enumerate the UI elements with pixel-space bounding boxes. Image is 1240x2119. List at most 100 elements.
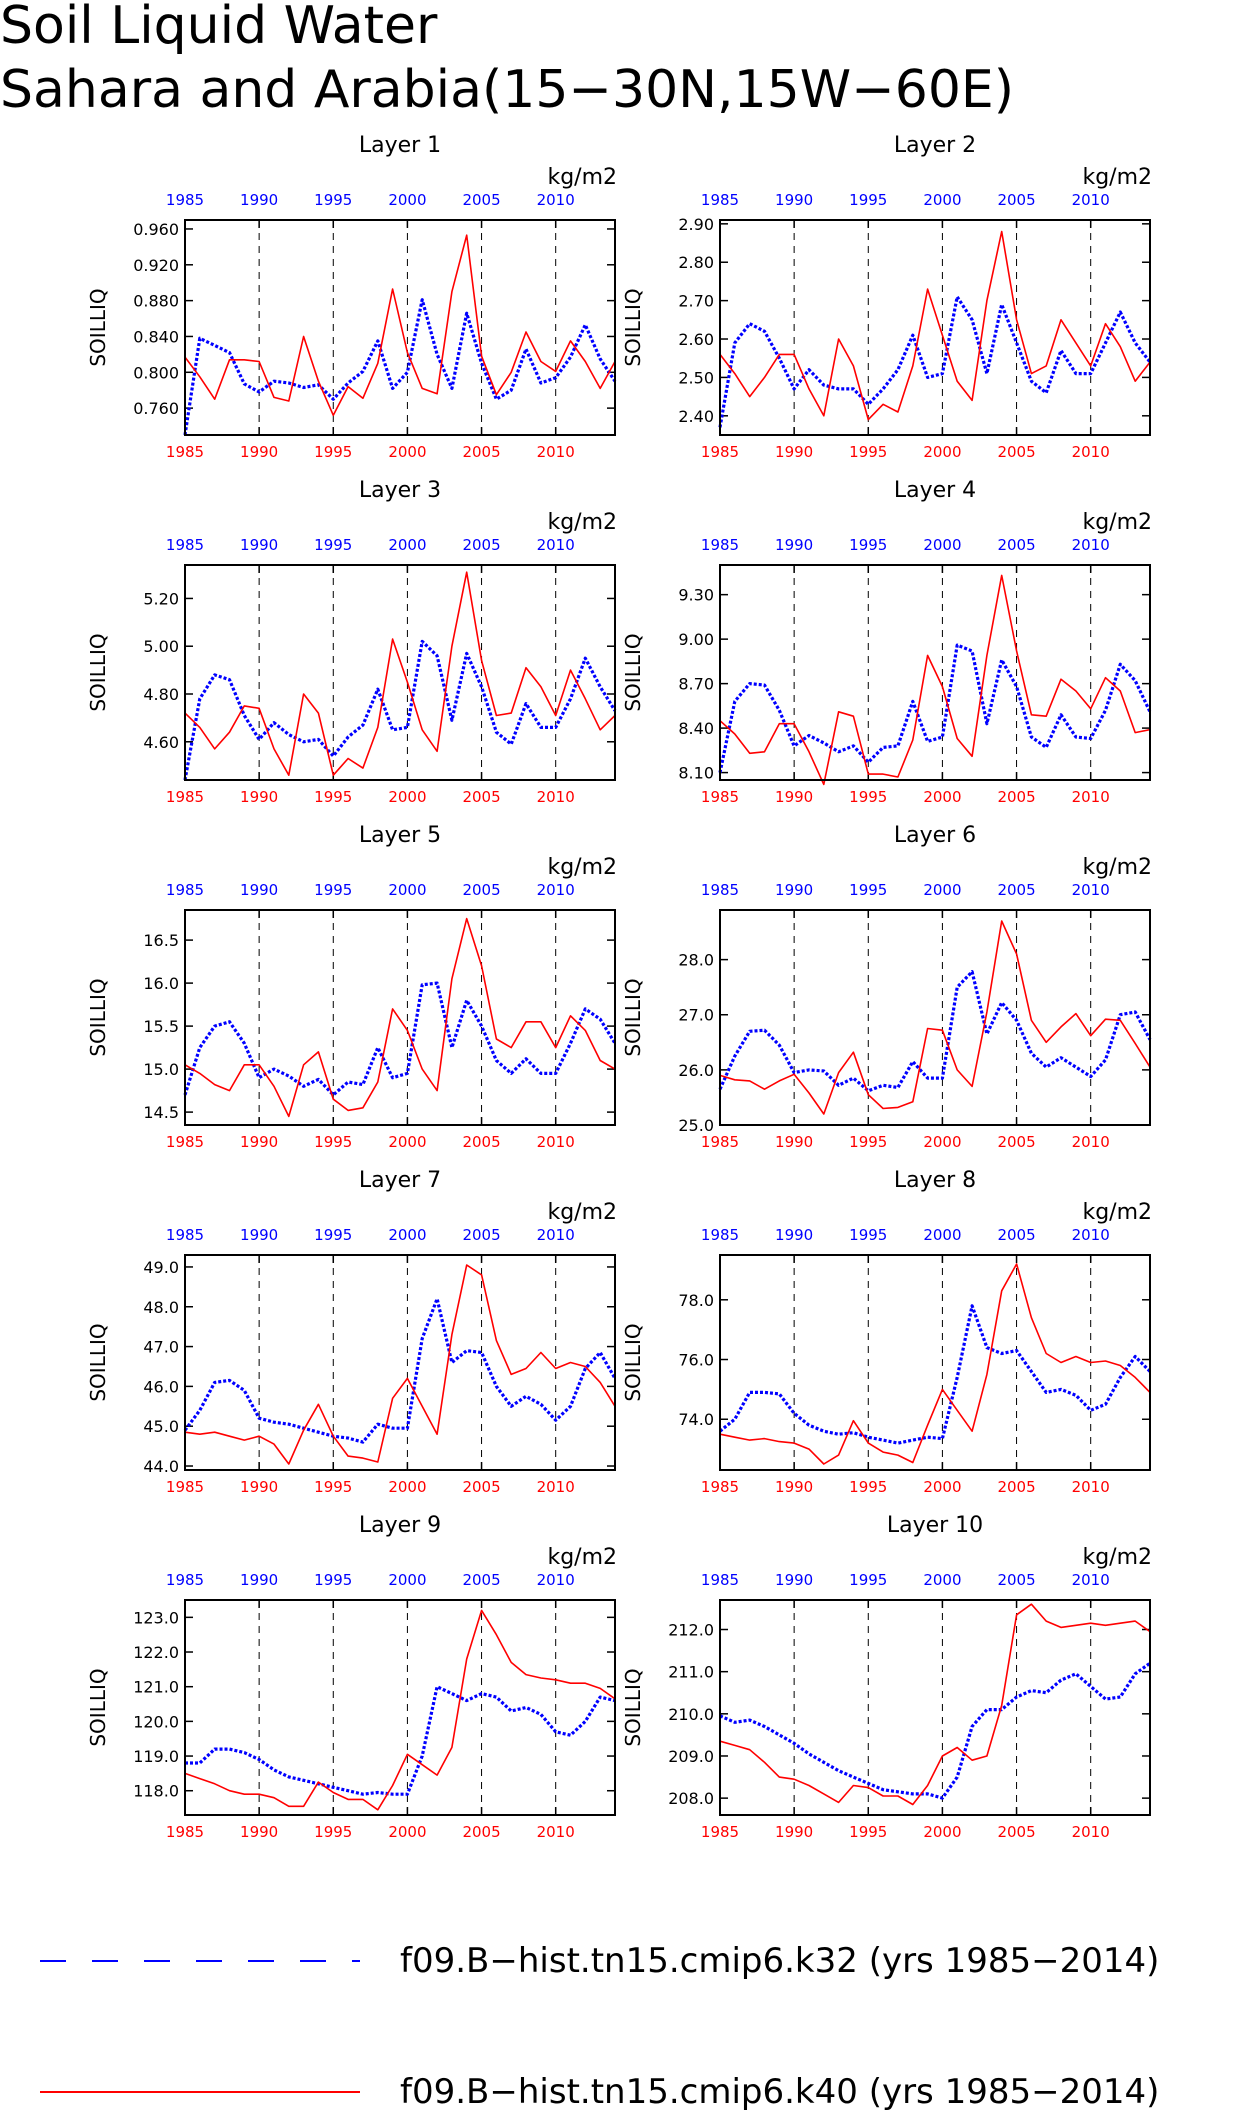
bottom-x-tick-label: 2000 <box>388 1823 426 1841</box>
y-tick-label: 0.920 <box>133 256 179 275</box>
top-x-tick-label: 1990 <box>240 881 278 899</box>
series-line-k32 <box>185 1685 616 1796</box>
bottom-x-tick-label: 1990 <box>240 1823 278 1841</box>
bottom-x-tick-label: 2005 <box>462 788 500 806</box>
bottom-x-tick-label: 1990 <box>775 1133 813 1151</box>
bottom-x-tick-label: 2005 <box>997 1478 1035 1496</box>
y-tick-label: 8.40 <box>678 719 714 738</box>
top-x-tick-label: 1995 <box>314 1226 352 1244</box>
y-tick-label: 210.0 <box>668 1705 714 1724</box>
bottom-x-tick-label: 1990 <box>240 1478 278 1496</box>
bottom-x-tick-label: 2010 <box>1072 788 1110 806</box>
y-tick-label: 0.960 <box>133 220 179 239</box>
bottom-x-tick-label: 1995 <box>849 443 887 461</box>
bottom-x-tick-label: 1995 <box>314 1478 352 1496</box>
bottom-x-tick-label: 1995 <box>314 788 352 806</box>
bottom-x-tick-label: 2010 <box>537 788 575 806</box>
bottom-x-tick-label: 2000 <box>388 1133 426 1151</box>
plot-frame <box>184 219 616 436</box>
top-x-tick-label: 2005 <box>462 881 500 899</box>
bottom-x-tick-label: 2000 <box>923 1823 961 1841</box>
y-tick-label: 121.0 <box>133 1678 179 1697</box>
top-x-tick-label: 1995 <box>314 536 352 554</box>
top-x-tick-label: 1995 <box>849 536 887 554</box>
top-x-tick-label: 1995 <box>849 881 887 899</box>
y-tick-label: 15.0 <box>143 1060 179 1079</box>
bottom-x-tick-label: 2000 <box>388 1478 426 1496</box>
plot-frame <box>184 1599 616 1816</box>
top-x-tick-label: 1985 <box>166 881 204 899</box>
plot-frame <box>184 564 616 781</box>
y-tick-label: 118.0 <box>133 1782 179 1801</box>
series-line-k40 <box>184 234 616 417</box>
legend-label-k40: f09.B−hist.tn15.cmip6.k40 (yrs 1985−2014… <box>400 2072 1159 2112</box>
panel-title: Layer 8 <box>894 1168 976 1193</box>
y-axis-label: SOILLIQ <box>621 633 645 711</box>
y-tick-label: 208.0 <box>668 1789 714 1808</box>
top-x-tick-label: 2000 <box>388 881 426 899</box>
y-tick-label: 119.0 <box>133 1747 179 1766</box>
top-x-tick-label: 2000 <box>923 881 961 899</box>
top-x-tick-label: 1990 <box>240 1226 278 1244</box>
units-label: kg/m2 <box>547 855 617 880</box>
bottom-x-tick-label: 2010 <box>1072 1133 1110 1151</box>
bottom-x-tick-label: 2000 <box>923 1133 961 1151</box>
bottom-x-tick-label: 1995 <box>849 1133 887 1151</box>
y-tick-label: 28.0 <box>678 951 714 970</box>
y-tick-label: 0.800 <box>133 363 179 382</box>
units-label: kg/m2 <box>1082 1545 1152 1570</box>
series-line-k40 <box>184 571 616 777</box>
bottom-x-tick-label: 2000 <box>923 443 961 461</box>
panel-title: Layer 9 <box>359 1513 441 1538</box>
bottom-x-tick-label: 2000 <box>923 1478 961 1496</box>
panel-layer-8: Layer 8 kg/m2 SOILLIQ 74.0 76.0 78.0 1985 1985 1… <box>621 1168 1152 1496</box>
series-line-k40 <box>719 1263 1151 1465</box>
panel-title: Layer 2 <box>894 133 976 158</box>
bottom-x-tick-label: 1985 <box>701 1478 739 1496</box>
panel-title: Layer 6 <box>894 823 976 848</box>
plot-frame <box>184 1254 616 1471</box>
bottom-x-tick-label: 1985 <box>166 1133 204 1151</box>
y-axis-label: SOILLIQ <box>86 1668 110 1746</box>
y-tick-label: 15.5 <box>143 1017 179 1036</box>
y-tick-label: 211.0 <box>668 1663 714 1682</box>
units-label: kg/m2 <box>547 510 617 535</box>
top-x-tick-label: 1995 <box>314 191 352 209</box>
bottom-x-tick-label: 2005 <box>462 443 500 461</box>
top-x-tick-label: 2010 <box>1072 1571 1110 1589</box>
top-x-tick-label: 2010 <box>1072 1226 1110 1244</box>
bottom-x-tick-label: 2005 <box>462 1823 500 1841</box>
series-line-k32 <box>718 295 1152 428</box>
series-line-k32 <box>719 1661 1151 1800</box>
y-tick-label: 16.5 <box>143 931 179 950</box>
panel-title: Layer 5 <box>359 823 441 848</box>
series-line-k40 <box>719 920 1151 1115</box>
panel-layer-10: Layer 10 kg/m2 SOILLIQ 208.0 209.0 210.0 211.0… <box>621 1513 1152 1841</box>
top-x-tick-label: 1995 <box>849 1571 887 1589</box>
top-x-tick-label: 1985 <box>701 881 739 899</box>
plot-frame <box>719 1599 1151 1816</box>
bottom-x-tick-label: 2000 <box>388 443 426 461</box>
y-tick-label: 0.840 <box>133 327 179 346</box>
top-x-tick-label: 1990 <box>775 1571 813 1589</box>
y-tick-label: 9.00 <box>678 630 714 649</box>
top-x-tick-label: 1995 <box>314 881 352 899</box>
top-x-tick-label: 1990 <box>775 881 813 899</box>
y-tick-label: 2.80 <box>678 253 714 272</box>
top-x-tick-label: 1990 <box>240 1571 278 1589</box>
top-x-tick-label: 1995 <box>314 1571 352 1589</box>
top-x-tick-label: 2005 <box>997 881 1035 899</box>
top-x-tick-label: 2010 <box>537 1226 575 1244</box>
panel-layer-2: Layer 2 kg/m2 SOILLIQ 2.40 2.50 2.60 2.70 2.80 2… <box>621 133 1152 461</box>
y-axis-label: SOILLIQ <box>621 1668 645 1746</box>
y-axis-label: SOILLIQ <box>621 1323 645 1401</box>
bottom-x-tick-label: 1985 <box>701 1823 739 1841</box>
top-x-tick-label: 1990 <box>775 191 813 209</box>
plot-frame <box>184 909 616 1126</box>
bottom-x-tick-label: 1995 <box>314 1133 352 1151</box>
y-tick-label: 49.0 <box>143 1258 179 1277</box>
y-tick-label: 0.880 <box>133 292 179 311</box>
series-line-k40 <box>719 574 1151 786</box>
bottom-x-tick-label: 2010 <box>537 1823 575 1841</box>
